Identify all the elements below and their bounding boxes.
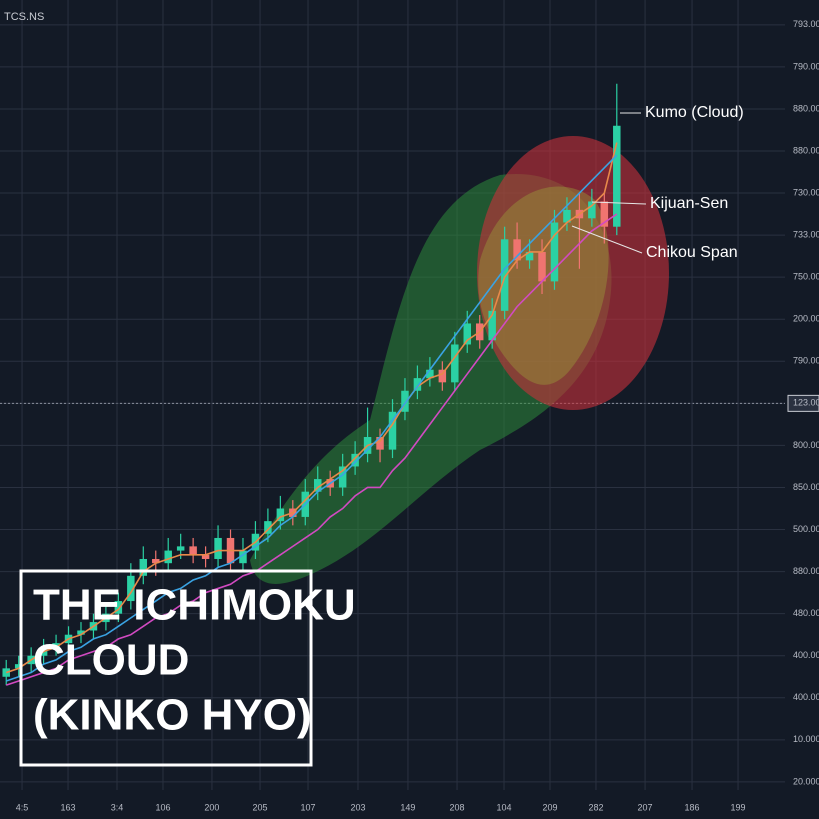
candle-body: [276, 508, 285, 522]
candle-body: [563, 209, 571, 223]
x-tick-label: 163: [61, 802, 76, 812]
candle-body: [600, 201, 609, 227]
y-tick-label: 880.00: [793, 145, 819, 155]
title-box: [19, 569, 313, 767]
candle-body: [114, 601, 123, 614]
x-tick-label: 149: [400, 802, 415, 812]
candle-body: [164, 550, 172, 564]
y-tick-label: 793.00: [793, 19, 819, 29]
annotation: Chikou Span: [646, 244, 738, 261]
x-tick-label: 209: [542, 802, 557, 812]
y-tick-label: 20.000: [793, 776, 819, 786]
y-tick-label: 750.00: [793, 272, 819, 282]
x-tick-label: 200: [204, 802, 219, 812]
candle-body: [127, 575, 135, 602]
y-tick-label: 790.00: [793, 61, 819, 71]
x-tick-label: 104: [497, 802, 512, 812]
title-line: (KINKO HYO): [33, 691, 312, 740]
x-tick-label: 205: [253, 802, 268, 812]
candle-body: [264, 521, 272, 534]
candle-body: [376, 437, 384, 450]
y-tick-label: 880.00: [793, 566, 819, 576]
candle-body: [525, 251, 534, 261]
symbol: TCS.NS: [4, 11, 44, 23]
title-line: CLOUD: [33, 636, 189, 685]
y-tick-label: 10.000: [793, 734, 819, 744]
x-tick-label: 106: [155, 802, 170, 812]
y-tick-label: 123.00: [793, 398, 819, 408]
indicator-line: [5, 154, 618, 682]
candle-body: [488, 310, 496, 341]
candle-body: [152, 558, 160, 564]
annotation-leader: [591, 201, 647, 205]
candle-body: [14, 664, 23, 669]
candle-body: [513, 239, 521, 261]
candle-body: [214, 537, 222, 559]
x-tick-label: 203: [350, 802, 365, 812]
candle-body: [201, 554, 210, 559]
candle-body: [338, 466, 347, 488]
candle-body: [314, 479, 322, 492]
candle-body: [401, 390, 409, 412]
candle-body: [463, 323, 471, 345]
candle-body: [426, 369, 434, 379]
x-tick-label: 186: [685, 802, 700, 812]
candle-body: [451, 344, 459, 383]
candle-body: [351, 453, 359, 467]
y-tick-label: 880.00: [793, 103, 819, 113]
x-tick-label: 199: [731, 802, 746, 812]
candle-body: [538, 251, 546, 282]
candle-body: [613, 125, 621, 227]
title-line: THE ICHIMOKU: [33, 581, 356, 630]
title-group: THE ICHIMOKU CLOUD (KINKO HYO): [33, 581, 356, 740]
candle-body: [500, 239, 509, 311]
y-tick-label: 800.00: [793, 440, 819, 450]
y-tick-label: 400.00: [793, 692, 819, 702]
plot: Kumo (Cloud) Kijuan-Sen Chikou Span: [2, 83, 744, 686]
candle-body: [588, 201, 596, 219]
annotation: Kumo (Cloud): [645, 104, 744, 121]
x-tick-label: 208: [450, 802, 465, 812]
kumo-red: [477, 136, 669, 410]
x-tick-label: 207: [638, 802, 653, 812]
candle-body: [438, 369, 447, 383]
y-tick-label: 200.00: [793, 314, 819, 324]
candle-body: [413, 378, 422, 391]
price-label-box: [787, 394, 819, 412]
indicator-line: [5, 213, 618, 686]
candle-body: [176, 546, 185, 551]
y-tick-label: 850.00: [793, 482, 819, 492]
annotation-leader: [571, 225, 643, 254]
y-tick-label: 480.00: [793, 608, 819, 618]
x-tick-label: 107: [301, 802, 316, 812]
y-tick-label: 733.00: [793, 229, 819, 239]
candle-body: [189, 546, 197, 555]
candle-body: [550, 222, 559, 282]
x-tick-label: 3:4: [111, 802, 124, 812]
candle-body: [77, 630, 85, 635]
candle-body: [388, 411, 397, 450]
candle-body: [239, 550, 247, 564]
indicator-line: [5, 142, 618, 674]
y-tick-label: 500.00: [793, 524, 819, 534]
candle-body: [52, 643, 60, 648]
x-tick-label: 4:5: [16, 802, 29, 812]
annotation: Kijuan-Sen: [650, 195, 728, 212]
y-tick-label: 400.00: [793, 650, 819, 660]
y-tick-label: 790.00: [793, 356, 819, 366]
y-tick-label: 730.00: [793, 187, 819, 197]
x-tick-label: 282: [588, 802, 603, 812]
kumo-overlap: [478, 186, 609, 385]
candle-body: [139, 558, 148, 576]
